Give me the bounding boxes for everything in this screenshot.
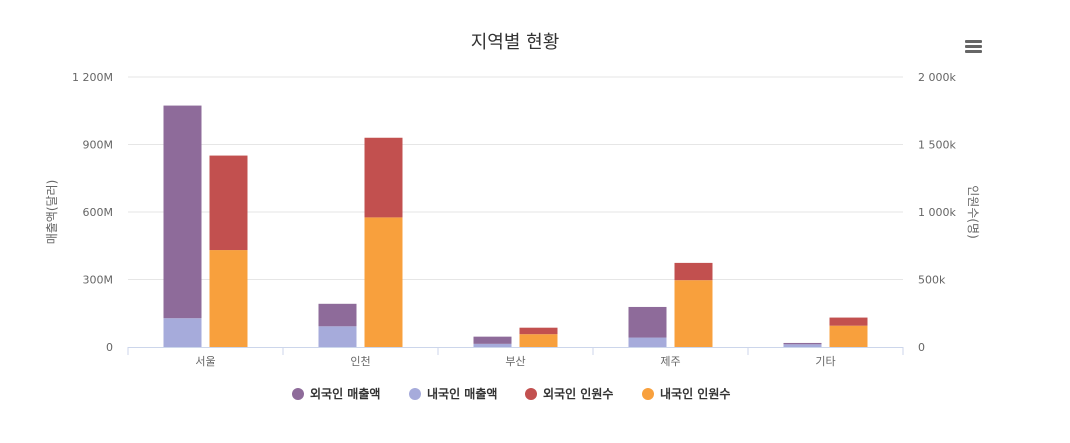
chart-menu-button[interactable]	[965, 40, 982, 53]
bar-segment	[519, 334, 558, 347]
y-right-tick-label: 1 500k	[918, 139, 956, 152]
bar-segment	[674, 280, 713, 347]
y-axis-right: 0 500k 1 000k 1 500k 2 000k	[918, 71, 956, 354]
x-axis: 서울 인천 부산 제주 기타	[127, 347, 904, 368]
y-left-tick-label: 1 200M	[72, 71, 113, 84]
x-axis-category-label: 서울	[195, 355, 215, 368]
y-right-tick-label: 2 000k	[918, 71, 956, 84]
chart-title: 지역별 현황	[471, 32, 560, 53]
bar-segment	[163, 318, 202, 347]
y-axis-right-label: 인원수(명)	[966, 185, 980, 239]
bar-segment	[209, 155, 248, 251]
bar-segment	[318, 326, 357, 347]
x-axis-category-label: 제주	[660, 355, 680, 368]
y-axis-left: 0 300M 600M 900M 1 200M	[72, 71, 113, 354]
grid-lines	[128, 76, 903, 280]
bar-segment	[519, 327, 558, 335]
legend-item[interactable]: 외국인 인원수	[525, 386, 613, 401]
bar-segment	[674, 262, 713, 281]
y-left-tick-label: 0	[106, 341, 113, 354]
legend-label: 내국인 인원수	[660, 386, 730, 401]
y-axis-left-label: 매출액(달러)	[45, 180, 59, 245]
bar-segment	[364, 217, 403, 347]
legend-label: 외국인 인원수	[543, 386, 613, 401]
bar-segment	[829, 325, 868, 347]
x-axis-category-label: 부산	[505, 355, 525, 368]
bar-segment	[628, 306, 667, 338]
bar-segment	[783, 342, 822, 345]
bar-segment	[318, 303, 357, 327]
bars	[163, 105, 868, 347]
y-left-tick-label: 600M	[83, 206, 114, 219]
legend: 외국인 매출액 내국인 매출액 외국인 인원수 내국인 인원수	[292, 386, 730, 401]
legend-marker	[409, 388, 421, 400]
bar-segment	[628, 337, 667, 347]
legend-label: 외국인 매출액	[310, 386, 380, 401]
y-right-tick-label: 0	[918, 341, 925, 354]
legend-item[interactable]: 외국인 매출액	[292, 386, 380, 401]
y-left-tick-label: 900M	[83, 139, 114, 152]
y-left-tick-label: 300M	[83, 274, 114, 287]
bar-segment	[829, 317, 868, 326]
legend-marker	[642, 388, 654, 400]
y-right-tick-label: 1 000k	[918, 206, 956, 219]
legend-item[interactable]: 내국인 매출액	[409, 386, 497, 401]
legend-label: 내국인 매출액	[427, 386, 497, 401]
bar-segment	[163, 105, 202, 319]
bar-segment	[473, 343, 512, 347]
legend-item[interactable]: 내국인 인원수	[642, 386, 730, 401]
x-axis-category-label: 기타	[815, 355, 835, 368]
legend-marker	[525, 388, 537, 400]
bar-segment	[783, 344, 822, 347]
bar-segment	[473, 336, 512, 344]
hamburger-menu-icon[interactable]	[965, 40, 982, 53]
x-axis-category-label: 인천	[350, 354, 370, 368]
y-right-tick-label: 500k	[918, 274, 946, 287]
legend-marker	[292, 388, 304, 400]
bar-segment	[209, 250, 248, 347]
bar-segment	[364, 137, 403, 218]
